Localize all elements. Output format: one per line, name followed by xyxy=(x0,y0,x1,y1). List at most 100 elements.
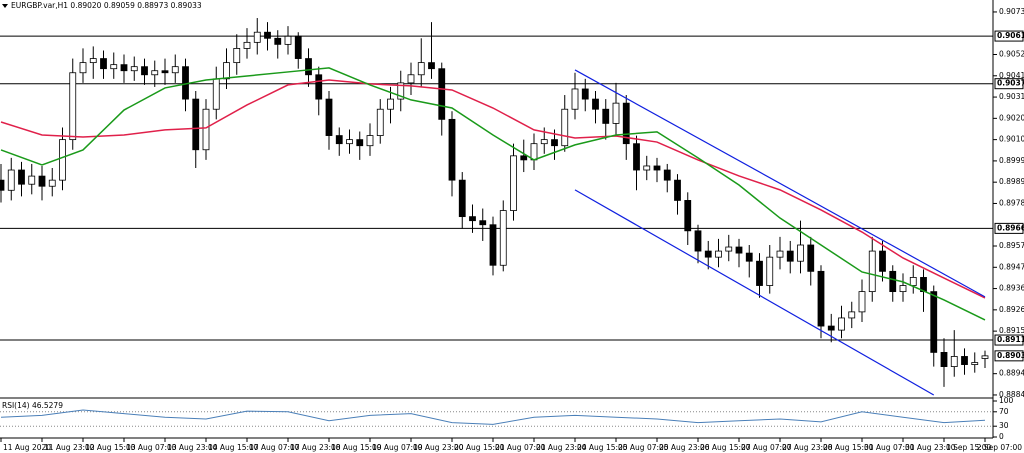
candle-body xyxy=(59,139,66,181)
candle-body xyxy=(202,108,210,151)
candle-body xyxy=(0,179,5,191)
candle-body xyxy=(489,224,497,266)
candle-body xyxy=(100,58,107,70)
candle-body xyxy=(858,291,866,313)
level-box xyxy=(994,222,1024,234)
candle-body xyxy=(807,244,815,272)
rsi-tick-label: 100 xyxy=(999,396,1014,405)
x-tick-label: 25 Aug 07:00 xyxy=(618,443,669,452)
menu-arrow xyxy=(2,4,8,8)
candle-body xyxy=(469,216,476,222)
x-tick-label: 11 Aug 23:00 xyxy=(44,443,95,452)
candle-body xyxy=(868,250,876,293)
candle-body xyxy=(89,58,97,64)
candle-body xyxy=(561,108,569,147)
candle-body xyxy=(684,200,692,232)
y-tick-label: 0.90205 xyxy=(999,113,1024,122)
trend-line xyxy=(574,69,986,298)
level-box xyxy=(994,78,1024,90)
candle-body xyxy=(212,78,220,110)
candle-body xyxy=(663,169,671,181)
candle-body xyxy=(356,139,364,147)
candle-body xyxy=(889,270,897,293)
trend-line xyxy=(574,189,935,396)
level-label: 0.90611 xyxy=(997,31,1024,40)
x-tick-label: 27 Aug 07:00 xyxy=(741,443,792,452)
candle-body xyxy=(376,108,384,136)
candle-body xyxy=(294,35,302,59)
candle-body xyxy=(940,352,948,367)
rsi-tick-label: 30 xyxy=(999,421,1009,430)
y-tick-label: 0.88840 xyxy=(999,390,1024,399)
candle-body xyxy=(274,37,282,45)
candle-body xyxy=(797,244,804,262)
x-tick-label: 19 Aug 07:00 xyxy=(372,443,423,452)
candle-body xyxy=(971,362,979,365)
x-tick-label: 13 Aug 23:00 xyxy=(167,443,218,452)
x-tick-label: 12 Aug 15:00 xyxy=(85,443,136,452)
chart-header: EURGBP.var,H1 0.89020 0.89059 0.88973 0.… xyxy=(11,1,202,10)
candle-body xyxy=(612,102,620,124)
y-tick-label: 0.89785 xyxy=(999,198,1024,207)
moving-average xyxy=(0,79,986,299)
moving-average xyxy=(0,67,986,321)
candle-body xyxy=(510,155,517,211)
candle-body xyxy=(120,64,128,72)
candle-body xyxy=(233,48,241,64)
candle-body xyxy=(161,70,169,74)
candle-body xyxy=(776,250,784,258)
candle-body xyxy=(28,175,36,185)
candle-body xyxy=(715,250,722,258)
level-box xyxy=(994,334,1024,346)
candle-body xyxy=(264,31,271,39)
candle-body xyxy=(674,179,681,201)
x-tick-label: 31 Aug 07:00 xyxy=(864,443,915,452)
candle-body xyxy=(130,66,138,72)
level-label: 0.89662 xyxy=(997,223,1024,232)
x-tick-label: 14 Aug 15:00 xyxy=(208,443,259,452)
candle-body xyxy=(704,250,712,258)
candle-body xyxy=(428,62,435,70)
candle-body xyxy=(325,98,333,136)
x-tick-label: 13 Aug 07:00 xyxy=(126,443,177,452)
candle-body xyxy=(756,260,763,286)
current-price-box xyxy=(994,350,1024,362)
candle-body xyxy=(879,250,886,272)
candle-body xyxy=(766,256,774,286)
level-box xyxy=(994,30,1024,42)
x-tick-label: 20 Aug 15:00 xyxy=(454,443,505,452)
candle-body xyxy=(346,139,353,145)
candle-body xyxy=(551,139,558,147)
candle-body xyxy=(458,179,466,218)
x-tick-label: 21 Aug 07:00 xyxy=(495,443,546,452)
candle-body xyxy=(786,250,794,262)
candle-body xyxy=(540,139,548,145)
y-tick-label: 0.89575 xyxy=(999,241,1024,250)
candle-body xyxy=(848,311,856,319)
candle-body xyxy=(417,62,425,76)
candle-body xyxy=(643,165,651,171)
candle-body xyxy=(397,82,405,100)
candle-body xyxy=(366,135,374,147)
y-tick-label: 0.88945 xyxy=(999,369,1024,378)
candle-body xyxy=(899,285,907,293)
candle-body xyxy=(141,66,148,76)
candle-body xyxy=(479,220,487,226)
candle-body xyxy=(110,64,118,70)
candle-body xyxy=(530,143,538,161)
candle-body xyxy=(981,355,989,359)
candle-body xyxy=(571,88,579,110)
level-label: 0.90376 xyxy=(997,79,1024,88)
candle-body xyxy=(909,277,917,286)
candle-body xyxy=(407,74,415,84)
candle-body xyxy=(622,102,630,145)
candle-body xyxy=(745,252,753,262)
